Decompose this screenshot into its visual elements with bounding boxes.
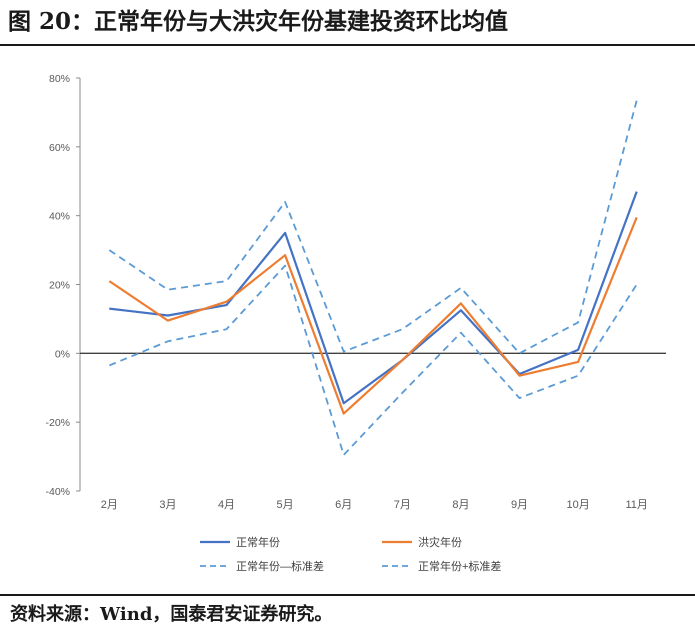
y-tick-label: 80% bbox=[49, 73, 70, 85]
x-tick-label: 6月 bbox=[335, 499, 352, 511]
legend-item: 正常年份+标准差 bbox=[382, 559, 501, 573]
legend-item: 洪灾年份 bbox=[382, 535, 462, 549]
y-tick-label: 0% bbox=[55, 348, 70, 360]
y-tick-label: 40% bbox=[49, 211, 70, 223]
x-tick-label: 11月 bbox=[625, 499, 647, 511]
legend-label: 正常年份—标准差 bbox=[236, 559, 324, 573]
y-tick-label: -20% bbox=[45, 417, 70, 429]
x-axis: 2月 3月 4月 5月 6月 7月 8月 9月 10月 11月 bbox=[80, 352, 666, 511]
legend-label: 洪灾年份 bbox=[418, 535, 462, 549]
legend-label: 正常年份+标准差 bbox=[418, 559, 501, 573]
legend-item: 正常年份 bbox=[200, 535, 280, 549]
legend-label: 正常年份 bbox=[236, 535, 280, 549]
series-line-2 bbox=[108, 216, 638, 415]
y-tick-label: -40% bbox=[45, 486, 70, 498]
x-tick-label: 2月 bbox=[101, 499, 118, 511]
x-tick-label: 5月 bbox=[277, 499, 294, 511]
series-line-3 bbox=[108, 264, 638, 456]
y-tick-label: 60% bbox=[49, 142, 70, 154]
title-rule bbox=[0, 44, 695, 46]
series-line-4 bbox=[108, 100, 638, 355]
x-tick-label: 10月 bbox=[566, 499, 589, 511]
x-tick-label: 8月 bbox=[452, 499, 469, 511]
source-note: 资料来源：Wind，国泰君安证券研究。 bbox=[10, 604, 333, 625]
x-tick-label: 7月 bbox=[394, 499, 411, 511]
x-tick-label: 3月 bbox=[159, 499, 176, 511]
series-lines bbox=[108, 100, 638, 456]
line-chart: -40% -20% 0% 20% 40% 60% 80% 2月 3月 4月 5月 6月 7月 8月 9月 1… bbox=[45, 73, 666, 573]
y-tick-label: 20% bbox=[49, 280, 70, 292]
series-line-1 bbox=[109, 191, 638, 405]
figure-title: 图 20：正常年份与大洪灾年份基建投资环比均值 bbox=[8, 8, 509, 35]
legend-item: 正常年份—标准差 bbox=[200, 559, 324, 573]
source-rule bbox=[0, 594, 695, 596]
x-tick-label: 9月 bbox=[511, 499, 528, 511]
y-axis: -40% -20% 0% 20% 40% 60% 80% bbox=[45, 73, 81, 498]
x-tick-label: 4月 bbox=[218, 499, 235, 511]
